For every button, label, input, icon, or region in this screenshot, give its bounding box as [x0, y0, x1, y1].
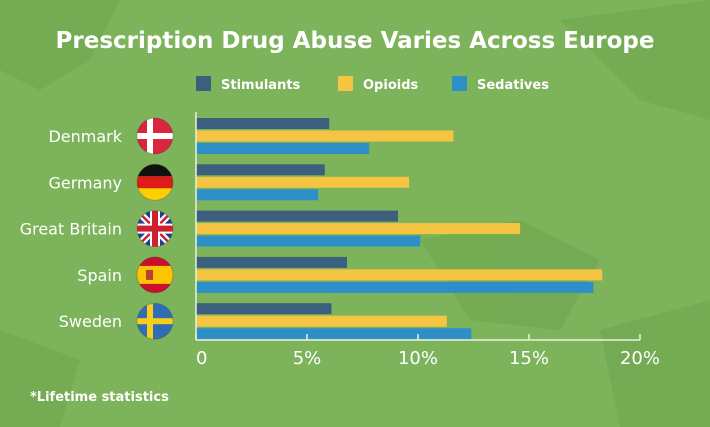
legend-swatch-sedatives: [452, 76, 467, 91]
x-tick-label: 10%: [398, 348, 438, 369]
bar-great-britain-sedatives: [196, 235, 421, 247]
bar-great-britain-stimulants: [196, 210, 399, 222]
sweden-flag-icon: [136, 302, 174, 340]
bar-sweden-sedatives: [196, 328, 472, 340]
category-label: Great Britain: [20, 220, 122, 239]
x-tick-label: 15%: [509, 348, 549, 369]
x-tick-label: 20%: [620, 348, 660, 369]
x-axis: 0 5% 10% 15% 20%: [195, 112, 660, 369]
legend-swatch-stimulants: [196, 76, 211, 91]
bar-spain-sedatives: [196, 281, 594, 293]
bar-germany-stimulants: [196, 164, 325, 176]
bar-spain-opioids: [196, 269, 603, 281]
bars: [196, 118, 603, 340]
bar-denmark-sedatives: [196, 143, 370, 154]
category-label: Sweden: [59, 312, 122, 331]
category-label: Spain: [77, 266, 122, 285]
x-tick-label: 5%: [293, 348, 322, 369]
x-tick-label: 0: [196, 348, 207, 369]
legend: Stimulants Opioids Sedatives: [196, 76, 549, 93]
category-label: Germany: [48, 173, 122, 192]
bar-great-britain-opioids: [196, 223, 521, 235]
legend-swatch-opioids: [338, 76, 353, 91]
spain-flag-icon: [136, 256, 174, 294]
great-britain-flag-icon: [136, 210, 174, 248]
bar-germany-opioids: [196, 176, 410, 188]
footnote: *Lifetime statistics: [30, 390, 169, 405]
legend-label: Sedatives: [477, 78, 549, 93]
denmark-flag-icon: [136, 117, 174, 155]
bar-denmark-opioids: [196, 130, 454, 142]
bar-denmark-stimulants: [196, 118, 330, 129]
bar-germany-sedatives: [196, 189, 319, 201]
bar-spain-stimulants: [196, 256, 347, 268]
legend-label: Opioids: [363, 78, 419, 93]
bar-sweden-stimulants: [196, 303, 332, 315]
bar-sweden-opioids: [196, 315, 447, 327]
category-label: Denmark: [48, 127, 122, 146]
legend-label: Stimulants: [221, 78, 301, 93]
category-labels: Denmark Germany Great Britain Spain Sweden: [20, 117, 174, 340]
germany-flag-icon: [136, 163, 174, 201]
chart-title: Prescription Drug Abuse Varies Across Eu…: [56, 28, 655, 54]
